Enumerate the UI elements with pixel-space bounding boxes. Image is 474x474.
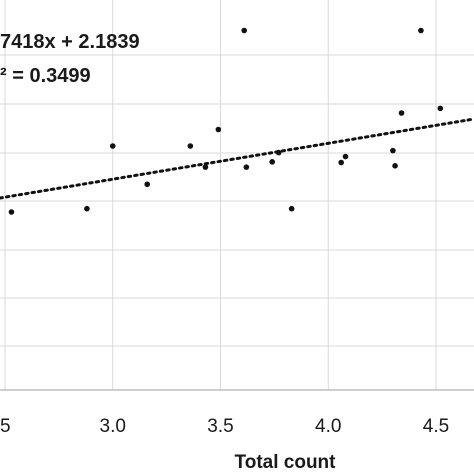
data-point <box>338 159 344 166</box>
x-tick-label: 4.5 <box>423 416 449 437</box>
x-tick-label: 4.0 <box>315 416 341 437</box>
x-tick-label: 3.0 <box>100 416 126 437</box>
x-tick-label: 3.5 <box>207 416 233 437</box>
data-point <box>241 27 248 34</box>
data-point <box>269 159 276 165</box>
data-point <box>275 149 282 156</box>
data-point <box>109 143 116 149</box>
data-point <box>418 27 424 34</box>
data-point <box>215 126 222 133</box>
data-points <box>8 27 444 215</box>
data-point <box>144 181 151 188</box>
x-tick-label: 5 <box>0 416 11 437</box>
data-point <box>342 153 349 160</box>
trendline-path <box>0 117 474 200</box>
data-point <box>437 105 444 112</box>
data-point <box>243 164 250 170</box>
trendline <box>0 117 474 200</box>
x-axis-title: Total count <box>235 452 337 473</box>
data-point <box>390 147 396 154</box>
regression-equation: 7418x + 2.1839 <box>0 31 140 53</box>
data-point <box>398 110 405 116</box>
r-squared-label: ² = 0.3499 <box>0 65 91 87</box>
data-point <box>392 163 398 169</box>
data-point <box>187 143 194 149</box>
data-point <box>84 205 90 212</box>
data-point <box>202 164 209 170</box>
grid-lines <box>0 0 474 391</box>
data-point <box>8 209 15 215</box>
x-tick-labels: 5 3.0 3.5 4.0 4.5 <box>0 416 449 437</box>
data-point <box>288 205 295 212</box>
